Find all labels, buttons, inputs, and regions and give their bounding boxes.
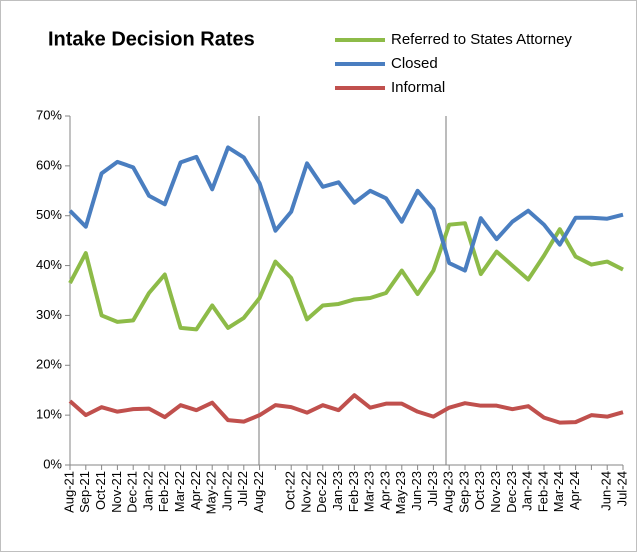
x-tick-label: Nov-22 xyxy=(298,471,313,513)
x-tick-label: Jan-24 xyxy=(520,471,535,511)
line-series xyxy=(68,221,624,332)
x-tick-label: Aug-21 xyxy=(61,471,76,513)
x-tick-label: Apr-23 xyxy=(377,471,392,510)
x-tick-label: Mar-23 xyxy=(362,471,377,512)
x-tick-label: Jun-24 xyxy=(599,471,614,511)
x-tick-label: Apr-24 xyxy=(567,471,582,510)
x-tick-label: Dec-22 xyxy=(314,471,329,513)
x-tick-label: Oct-21 xyxy=(93,471,108,510)
x-tick-label: Jun-22 xyxy=(219,471,234,511)
y-tick-label: 10% xyxy=(36,407,62,422)
x-tick-label: Jan-23 xyxy=(330,471,345,511)
x-tick-label: May-23 xyxy=(393,471,408,514)
x-tick-label: Feb-24 xyxy=(535,471,550,512)
x-tick-label: Sep-23 xyxy=(456,471,471,513)
x-tick-label: May-22 xyxy=(204,471,219,514)
legend-label: Informal xyxy=(391,79,445,96)
x-tick-label: Mar-24 xyxy=(551,471,566,512)
x-tick-label: Apr-22 xyxy=(188,471,203,510)
x-tick-label: Jun-23 xyxy=(409,471,424,511)
y-tick-label: 50% xyxy=(36,207,62,222)
line-series xyxy=(68,393,624,425)
line-series xyxy=(68,145,624,273)
x-tick-label: Oct-23 xyxy=(472,471,487,510)
y-tick-label: 0% xyxy=(43,456,62,471)
x-tick-label: Oct-22 xyxy=(283,471,298,510)
x-tick-label: Nov-21 xyxy=(109,471,124,513)
chart-title: Intake Decision Rates xyxy=(48,28,255,50)
y-tick-label: 20% xyxy=(36,357,62,372)
legend-label: Referred to States Attorney xyxy=(391,31,572,48)
x-tick-label: Dec-21 xyxy=(125,471,140,513)
y-tick-label: 70% xyxy=(36,107,62,122)
legend-label: Closed xyxy=(391,55,438,72)
x-tick-label: Dec-23 xyxy=(504,471,519,513)
y-tick-label: 30% xyxy=(36,307,62,322)
x-tick-label: Jan-22 xyxy=(140,471,155,511)
y-tick-label: 60% xyxy=(36,157,62,172)
x-tick-label: Jul-24 xyxy=(614,471,629,506)
x-tick-label: Aug-22 xyxy=(251,471,266,513)
x-tick-label: Nov-23 xyxy=(488,471,503,513)
x-tick-label: Mar-22 xyxy=(172,471,187,512)
x-tick-label: Feb-23 xyxy=(346,471,361,512)
x-tick-label: Sep-21 xyxy=(77,471,92,513)
x-tick-label: Jul-23 xyxy=(425,471,440,506)
x-tick-label: Aug-23 xyxy=(441,471,456,513)
x-tick-label: Jul-22 xyxy=(235,471,250,506)
x-tick-label: Feb-22 xyxy=(156,471,171,512)
y-tick-label: 40% xyxy=(36,257,62,272)
